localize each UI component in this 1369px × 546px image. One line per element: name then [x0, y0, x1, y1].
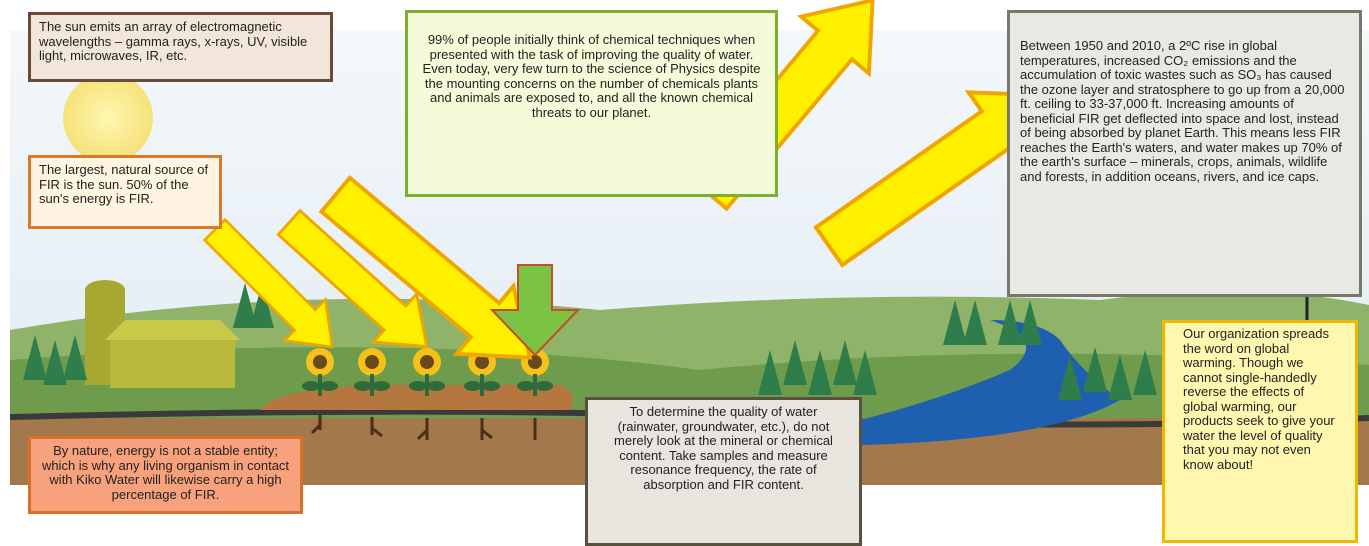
sun-box: The sun emits an array of electromagneti… [28, 12, 333, 82]
quality-box: To determine the quality of water (rainw… [585, 397, 862, 546]
organization-box: Our organization spreads the word on glo… [1162, 320, 1358, 543]
page: The sun emits an array of electromagneti… [0, 0, 1369, 546]
warming-box: Between 1950 and 2010, a 2ºC rise in glo… [1007, 10, 1362, 297]
chemical-box: 99% of people initially think of chemica… [405, 10, 778, 197]
sun [63, 73, 153, 163]
fir-box: The largest, natural source of FIR is th… [28, 155, 222, 229]
energy-box: By nature, energy is not a stable entity… [28, 436, 303, 514]
